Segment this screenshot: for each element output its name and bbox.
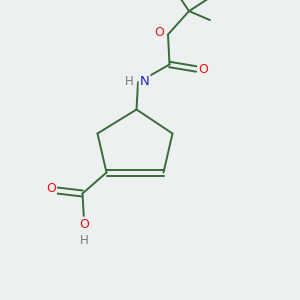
Text: O: O [198, 63, 208, 76]
Text: O: O [80, 218, 89, 231]
Text: N: N [140, 75, 149, 88]
Text: O: O [46, 182, 56, 196]
Text: O: O [155, 26, 164, 40]
Text: H: H [124, 75, 134, 88]
Text: H: H [80, 234, 89, 248]
